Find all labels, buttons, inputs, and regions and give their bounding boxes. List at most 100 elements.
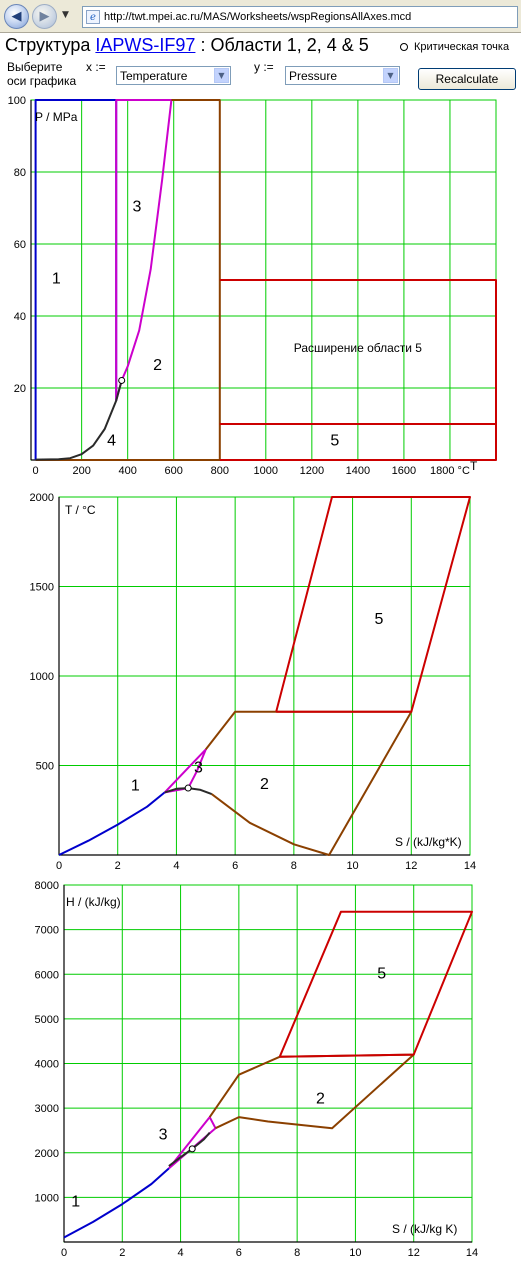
x-tick-label: 12 (405, 860, 417, 872)
x-tick-label: 1600 (392, 465, 416, 477)
critical-point-marker (184, 784, 192, 792)
x-axis-select-value: Temperature (120, 68, 188, 83)
series-line (63, 1167, 170, 1239)
x-tick-label: 4 (173, 860, 179, 872)
x-tick-label: 4 (178, 1247, 184, 1259)
x-tick-label: 400 (119, 465, 137, 477)
chevron-down-icon[interactable]: ▼ (383, 68, 398, 83)
address-url[interactable]: http://twt.mpei.ac.ru/MAS/Worksheets/wsp… (104, 11, 412, 23)
page-icon: e (86, 10, 100, 24)
x-tick-label: 6 (232, 860, 238, 872)
series-line (278, 910, 473, 1058)
region-label: 3 (159, 1126, 168, 1143)
y-tick-label: 1000 (35, 1192, 59, 1204)
region-label: 1 (52, 271, 61, 288)
history-dropdown-icon[interactable]: ▼ (62, 10, 69, 20)
x-tick-label: 14 (464, 860, 476, 872)
region-label: 1 (131, 778, 140, 795)
x-tick-label: 8 (291, 860, 297, 872)
x-axis-label: S / (kJ/kg*K) (395, 835, 462, 849)
forward-arrow-icon[interactable]: ▶ (32, 4, 57, 29)
browser-toolbar: ◀ ▶ ▼ e http://twt.mpei.ac.ru/MAS/Worksh… (0, 0, 521, 33)
x-tick-label: 8 (294, 1247, 300, 1259)
region-label: 2 (316, 1091, 325, 1108)
series-line (208, 1053, 415, 1130)
y-tick-label: 2000 (35, 1148, 59, 1160)
y-tick-label: 3000 (35, 1103, 59, 1115)
region-label: 5 (377, 966, 386, 983)
y-tick-label: 4000 (35, 1059, 59, 1071)
x-tick-label: 0 (61, 1247, 67, 1259)
x-label: x := (86, 60, 106, 74)
y-tick-label: 100 (8, 95, 26, 107)
x-tick-label: 0 (56, 860, 62, 872)
region-label: 1 (71, 1193, 80, 1210)
x-tick-label: 12 (408, 1247, 420, 1259)
region-label: 2 (153, 357, 162, 374)
recalculate-button[interactable]: Recalculate (418, 68, 516, 90)
page-title: Структура IAPWS-IF97 : Области 1, 2, 4 &… (5, 35, 369, 56)
x-tick-label: 2 (119, 1247, 125, 1259)
y-tick-label: 7000 (35, 925, 59, 937)
x-tick-label: 10 (346, 860, 358, 872)
x-tick-label: 10 (349, 1247, 361, 1259)
y-tick-label: 60 (14, 239, 26, 251)
y-tick-label: 2000 (30, 492, 54, 504)
back-arrow-icon[interactable]: ◀ (4, 4, 29, 29)
y-tick-label: 1500 (30, 582, 54, 594)
x-axis-select[interactable]: Temperature ▼ (116, 66, 231, 85)
y-axis-label: T / °C (65, 503, 96, 517)
x-tick-label: 1400 (346, 465, 370, 477)
x-tick-label: 1000 (254, 465, 278, 477)
address-bar[interactable]: e http://twt.mpei.ac.ru/MAS/Worksheets/w… (82, 6, 518, 28)
y-axis-select-value: Pressure (289, 68, 338, 83)
critical-point-marker (118, 376, 126, 384)
y-label: y := (254, 60, 274, 74)
region-label: 5 (375, 611, 384, 628)
series-line (115, 99, 173, 401)
y-axis-select[interactable]: Pressure ▼ (285, 66, 400, 85)
region-label: 4 (107, 433, 116, 450)
critical-point-marker (188, 1145, 196, 1153)
series-line (219, 279, 497, 425)
x-tick-label: 14 (466, 1247, 478, 1259)
x-tick-label: 800 (211, 465, 229, 477)
x-tick-label: 200 (72, 465, 90, 477)
iapws-link[interactable]: IAPWS-IF97 (95, 35, 196, 55)
critical-point-label: Критическая точка (414, 41, 510, 53)
y-tick-label: 20 (14, 383, 26, 395)
y-tick-label: 8000 (35, 880, 59, 892)
x-tick-label: 2 (115, 860, 121, 872)
y-axis-label: H / (kJ/kg) (66, 895, 121, 909)
region-label: 3 (132, 199, 141, 216)
x-tick-label: 6 (236, 1247, 242, 1259)
y-tick-label: 500 (36, 761, 54, 773)
series-line (275, 496, 471, 713)
y-tick-label: 6000 (35, 969, 59, 981)
y-tick-label: 40 (14, 311, 26, 323)
chevron-down-icon[interactable]: ▼ (214, 68, 229, 83)
region-label: 3 (194, 760, 203, 777)
x-tick-label: 1800 °C (430, 465, 470, 477)
axis-prompt: Выберите оси графика (7, 60, 76, 88)
series-line (35, 380, 123, 461)
x-axis-label: T (470, 459, 478, 473)
region-label: 2 (260, 776, 269, 793)
chart-pt: 0 200 400 600 800 1000 1200 1400 1600 1800 °C 20 40… (8, 95, 497, 477)
region-label: 5 (330, 433, 339, 450)
axis-prompt-line1: Выберите (7, 60, 63, 74)
title-prefix: Структура (5, 35, 96, 55)
series-line (205, 710, 413, 856)
y-tick-label: 80 (14, 167, 26, 179)
y-tick-label: 5000 (35, 1014, 59, 1026)
chart-hs: 0 2 4 6 8 10 12 1410002000300040005000600070008… (35, 880, 479, 1259)
y-axis-label: P / MPa (35, 110, 78, 124)
x-tick-label: 0 (33, 465, 39, 477)
x-tick-label: 600 (165, 465, 183, 477)
x-tick-label: 1200 (300, 465, 324, 477)
x-axis-label: S / (kJ/kg K) (392, 1222, 457, 1236)
critical-point-legend: Критическая точка (400, 41, 509, 53)
series-line (58, 791, 166, 856)
chart-ts: 0 2 4 6 8 10 12 14 500 1000 1500 2000 1 3 2 5 S / (kJ/kg… (30, 492, 477, 872)
title-suffix: : Области 1, 2, 4 & 5 (195, 35, 369, 55)
